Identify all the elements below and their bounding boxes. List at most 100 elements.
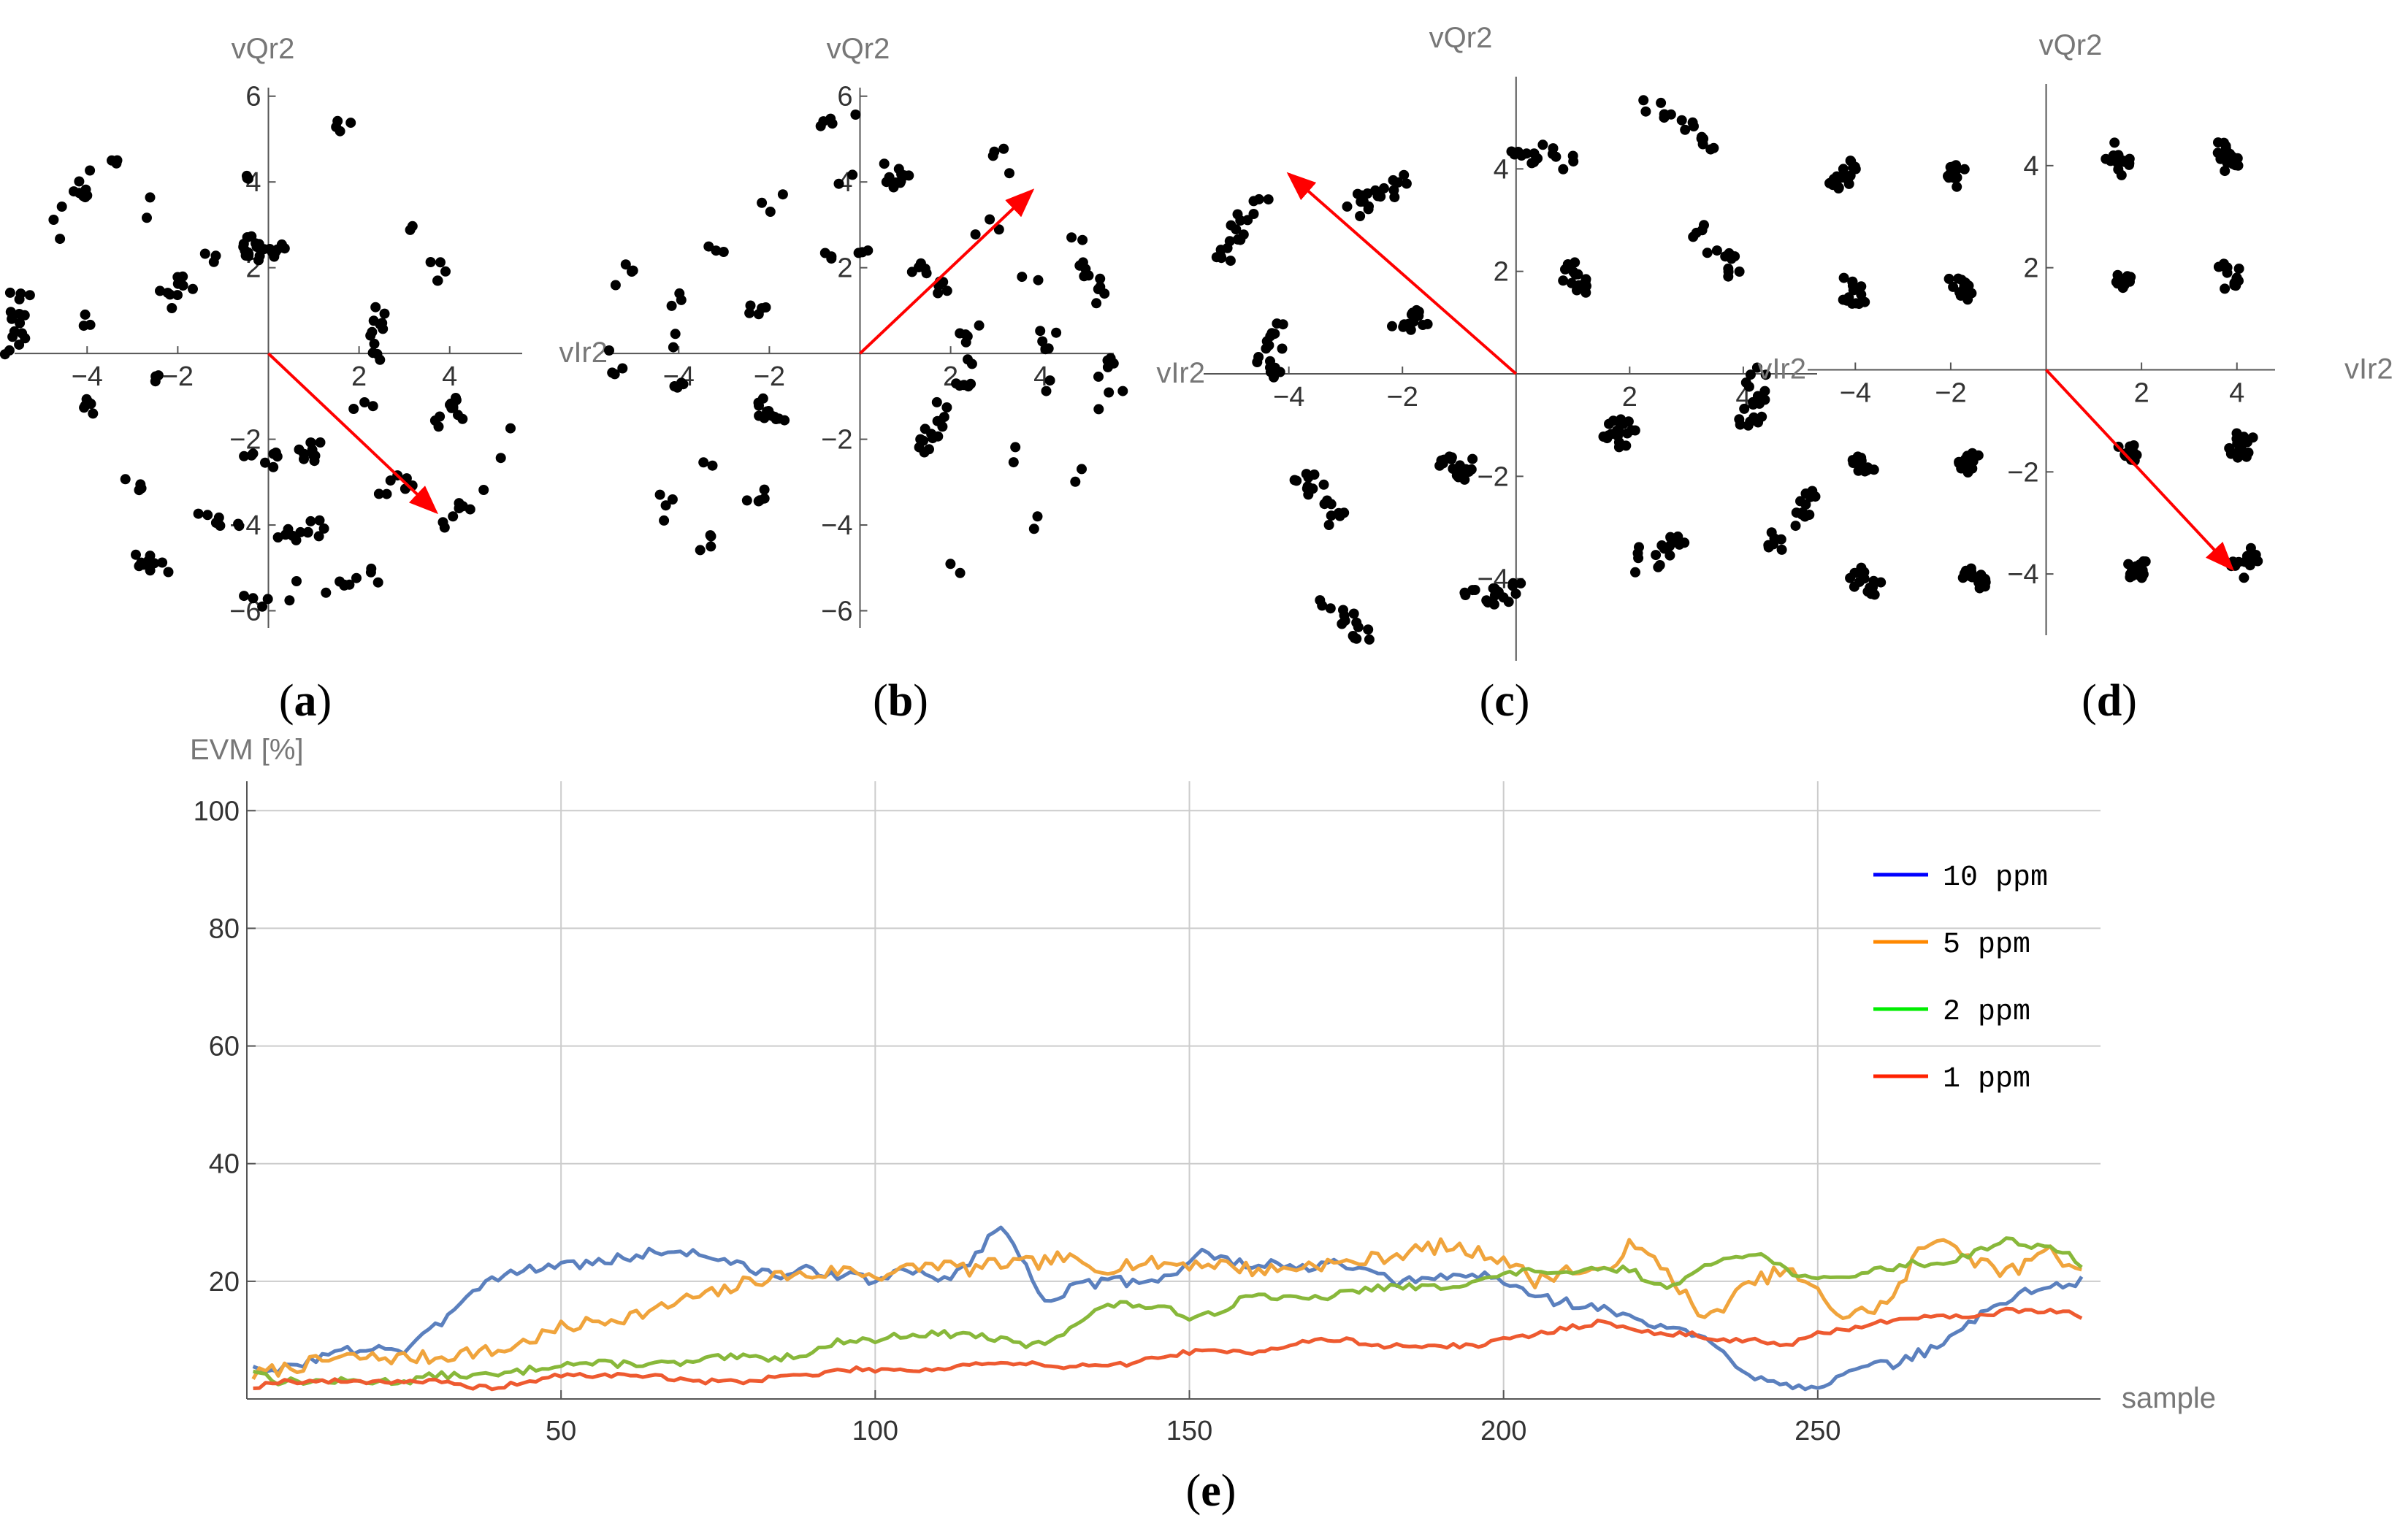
scatter-point bbox=[1679, 537, 1690, 548]
scatter-point bbox=[1263, 194, 1274, 205]
scatter-point bbox=[1352, 188, 1363, 199]
scatter-point bbox=[2233, 275, 2244, 286]
scatter-point bbox=[954, 380, 965, 391]
scatter-point bbox=[1093, 371, 1104, 382]
scatter-point bbox=[1446, 453, 1457, 464]
scatter-point bbox=[239, 591, 250, 602]
phase-arrow bbox=[1286, 172, 1518, 375]
scatter-point bbox=[1613, 431, 1623, 441]
scatter-point bbox=[1558, 275, 1569, 286]
scatter-point bbox=[294, 444, 305, 455]
scatter-point bbox=[262, 594, 273, 605]
scatter-point bbox=[617, 363, 628, 374]
scatter-point bbox=[1688, 231, 1699, 242]
scatter-point bbox=[1277, 319, 1288, 330]
scatter-point bbox=[2227, 153, 2238, 164]
scatter-point bbox=[1846, 156, 1857, 166]
scatter-point bbox=[120, 474, 131, 485]
scatter-point bbox=[1507, 578, 1518, 588]
x-axis-label-left: vIr2 bbox=[1757, 353, 1806, 385]
scatter-point bbox=[1353, 621, 1364, 632]
scatter-point bbox=[291, 576, 302, 586]
scatter-point bbox=[367, 401, 378, 412]
scatter-point bbox=[1451, 470, 1462, 481]
scatter-point bbox=[1338, 605, 1348, 616]
scatter-point bbox=[305, 515, 316, 526]
panel-label-e: (e) bbox=[1186, 1466, 1237, 1516]
y-axis-label: vQr2 bbox=[232, 33, 295, 65]
scatter-point bbox=[85, 165, 96, 176]
scatter-point bbox=[299, 453, 309, 464]
scatter-point bbox=[1651, 550, 1662, 561]
scatter-point bbox=[1572, 269, 1583, 280]
scatter-point bbox=[1266, 328, 1277, 339]
scatter-point bbox=[1469, 585, 1480, 595]
scatter-point bbox=[155, 285, 165, 296]
y-tick-label: 6 bbox=[245, 82, 261, 112]
scatter-points bbox=[1211, 95, 1821, 645]
scatter-point bbox=[1604, 418, 1614, 429]
scatter-point bbox=[167, 303, 177, 313]
scatter-point bbox=[2233, 160, 2244, 171]
scatter-point bbox=[241, 170, 252, 181]
scatter-point bbox=[1232, 209, 1243, 220]
scatter-point bbox=[974, 320, 985, 331]
scatter-point bbox=[1117, 386, 1128, 396]
scatter-point bbox=[1973, 577, 1984, 588]
scatter-point bbox=[339, 580, 350, 591]
scatter-point bbox=[239, 450, 250, 461]
scatter-point bbox=[893, 164, 904, 175]
scatter-point bbox=[890, 177, 901, 188]
scatter-point bbox=[1711, 245, 1722, 256]
scatter-point bbox=[2138, 556, 2149, 567]
scatter-point bbox=[1568, 156, 1579, 167]
scatter-point bbox=[2129, 448, 2140, 459]
scatter-point bbox=[762, 406, 773, 417]
x-tick-label: 250 bbox=[1794, 1416, 1841, 1446]
scatter-point bbox=[1949, 161, 1960, 172]
x-tick-label: −4 bbox=[1273, 382, 1304, 413]
scatter-point bbox=[279, 243, 290, 254]
scatter-point bbox=[853, 248, 864, 258]
scatter-point bbox=[272, 532, 283, 542]
scatter-point bbox=[1224, 236, 1235, 247]
scatter-point bbox=[1630, 567, 1640, 578]
scatter-point bbox=[1270, 365, 1281, 376]
scatter-point bbox=[257, 601, 268, 612]
scatter-point bbox=[610, 280, 621, 291]
scatter-point bbox=[881, 177, 892, 188]
scatter-point bbox=[2109, 137, 2120, 148]
scatter-point bbox=[1378, 183, 1389, 193]
y-tick-label: 2 bbox=[2023, 253, 2038, 284]
scatter-point bbox=[1963, 462, 1974, 473]
scatter-point bbox=[2225, 448, 2236, 459]
scatter-point bbox=[1954, 458, 1965, 469]
scatter-point bbox=[48, 215, 59, 225]
scatter-point bbox=[654, 489, 665, 500]
scatter-point bbox=[1077, 234, 1088, 245]
scatter-point bbox=[1503, 597, 1514, 607]
scatter-point bbox=[1856, 281, 1867, 292]
scatter-point bbox=[695, 545, 706, 556]
scatter-point bbox=[985, 214, 995, 225]
scatter-point bbox=[1965, 563, 1976, 574]
scatter-point bbox=[966, 378, 976, 389]
scatter-point bbox=[1215, 251, 1226, 262]
scatter-point bbox=[0, 349, 10, 360]
scatter-point bbox=[1033, 275, 1044, 285]
scatter-points bbox=[604, 110, 1128, 578]
legend-label: 2 ppm bbox=[1943, 996, 2030, 1029]
scatter-point bbox=[1959, 164, 1970, 175]
scatter-point bbox=[744, 307, 755, 318]
scatter-point bbox=[1225, 256, 1236, 267]
scatter-point bbox=[1843, 172, 1854, 183]
scatter-point bbox=[2116, 169, 2127, 180]
scatter-points bbox=[0, 115, 516, 612]
scatter-point bbox=[1093, 404, 1104, 415]
scatter-point bbox=[1248, 209, 1259, 219]
y-tick-label: 20 bbox=[209, 1267, 240, 1297]
scatter-point bbox=[1729, 251, 1740, 262]
scatter-point bbox=[1838, 272, 1849, 283]
scatter-point bbox=[899, 170, 910, 181]
scatter-point bbox=[955, 567, 966, 578]
